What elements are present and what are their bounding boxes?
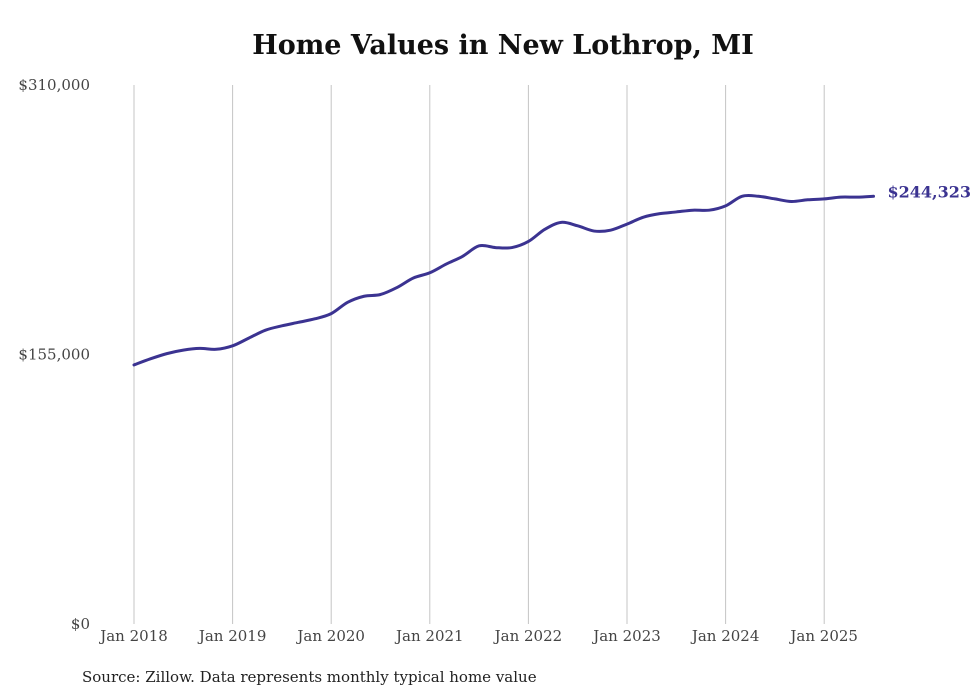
y-axis-ticks: $0 $155,000 $310,000 — [18, 76, 90, 633]
series-layer: $244,323 — [132, 182, 972, 367]
x-tick-label: Jan 2021 — [394, 627, 464, 645]
x-tick-label: Jan 2023 — [591, 627, 661, 645]
series-line — [132, 193, 875, 367]
x-tick-label: Jan 2019 — [197, 627, 267, 645]
y-tick-label: $155,000 — [18, 346, 90, 364]
y-tick-label: $0 — [71, 615, 90, 633]
x-tick-label: Jan 2022 — [493, 627, 563, 645]
chart-title: Home Values in New Lothrop, MI — [252, 30, 754, 61]
source-note: Source: Zillow. Data represents monthly … — [82, 668, 537, 686]
x-tick-label: Jan 2024 — [690, 627, 760, 645]
x-axis-ticks: Jan 2018 Jan 2019 Jan 2020 Jan 2021 Jan 2022… — [98, 627, 858, 645]
x-tick-label: Jan 2020 — [295, 627, 365, 645]
y-tick-label: $310,000 — [18, 76, 90, 94]
grid-lines — [133, 85, 825, 624]
x-tick-label: Jan 2018 — [98, 627, 168, 645]
x-tick-label: Jan 2025 — [788, 627, 858, 645]
end-value-label: $244,323 — [888, 182, 972, 201]
